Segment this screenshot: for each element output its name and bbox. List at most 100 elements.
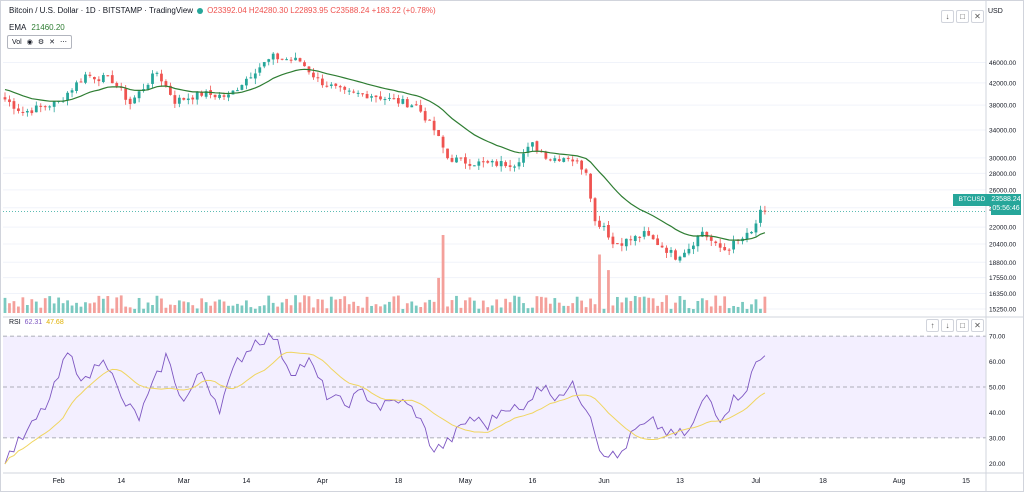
- candle-body: [526, 146, 530, 153]
- rsi-legend[interactable]: RSI 62.31 47.68: [9, 319, 64, 326]
- candle-body: [660, 245, 664, 248]
- candle-body: [276, 53, 280, 60]
- candle-body: [441, 136, 445, 148]
- candle-body: [396, 98, 400, 104]
- volume-bar: [155, 295, 159, 313]
- candle-body: [419, 105, 423, 112]
- price-tick-label: 26000.00: [989, 187, 1016, 194]
- volume-bar: [593, 304, 597, 313]
- volume-bar: [535, 296, 539, 313]
- candle-body: [231, 90, 235, 95]
- settings-icon[interactable]: ⚙: [37, 39, 45, 46]
- close-icon[interactable]: ✕: [971, 319, 984, 332]
- candle-body: [691, 245, 695, 250]
- fullscreen-icon[interactable]: □: [956, 10, 969, 23]
- symbol-title[interactable]: Bitcoin / U.S. Dollar · 1D · BITSTAMP · …: [9, 6, 194, 15]
- volume-bar: [705, 300, 709, 313]
- volume-bar: [48, 296, 52, 313]
- candle-body: [414, 104, 418, 106]
- volume-bar: [441, 235, 445, 313]
- volume-bar: [191, 305, 195, 313]
- volume-bar: [213, 301, 217, 313]
- volume-bar: [383, 304, 387, 313]
- volume-bar: [253, 308, 257, 313]
- price-tick-label: 46000.00: [989, 60, 1016, 67]
- candle-body: [647, 230, 651, 236]
- candle-body: [455, 157, 458, 163]
- candle-body: [133, 97, 137, 104]
- candle-body: [405, 99, 409, 108]
- candle-body: [513, 166, 516, 168]
- candle-body: [589, 173, 592, 199]
- volume-bar: [307, 296, 311, 313]
- candle-body: [213, 94, 217, 98]
- volume-bar: [79, 306, 83, 313]
- price-tick-label: 22000.00: [989, 225, 1016, 232]
- candle-body: [477, 161, 481, 166]
- ema-line: [4, 68, 766, 241]
- candle-body: [365, 93, 369, 99]
- volume-bar: [611, 305, 615, 313]
- volume-bar: [571, 303, 575, 313]
- candle-body: [343, 86, 347, 90]
- volume-bar: [691, 309, 695, 313]
- candle-body: [607, 225, 610, 238]
- rsi-tick-label: 20.00: [989, 461, 1006, 468]
- volume-bar: [727, 308, 731, 313]
- volume-bar: [347, 304, 351, 313]
- candle-body: [410, 105, 414, 108]
- candle-body: [320, 78, 324, 86]
- volume-bar: [732, 305, 735, 313]
- volume-bar: [437, 277, 440, 313]
- candle-body: [450, 158, 454, 162]
- arrow-up-icon[interactable]: ↑: [926, 319, 939, 332]
- volume-bar: [647, 297, 651, 313]
- candle-body: [12, 101, 16, 109]
- arrow-down-icon[interactable]: ↓: [941, 319, 954, 332]
- arrow-down-icon[interactable]: ↓: [941, 10, 954, 23]
- close-icon[interactable]: ✕: [971, 10, 984, 23]
- ema-legend[interactable]: EMA 21460.20: [9, 23, 65, 32]
- volume-bar: [169, 304, 172, 313]
- volume-bar: [481, 300, 485, 313]
- eye-icon[interactable]: ◉: [26, 39, 33, 46]
- time-tick-label: Mar: [178, 478, 191, 485]
- candle-body: [361, 93, 364, 95]
- volume-bar: [106, 296, 110, 313]
- volume-bar: [678, 296, 682, 313]
- candle-body: [620, 243, 624, 246]
- candle-body: [88, 74, 92, 76]
- candle-body: [34, 105, 38, 113]
- volume-bar: [182, 301, 186, 313]
- time-tick-label: 16: [529, 478, 537, 485]
- more-icon[interactable]: ⋯: [60, 39, 67, 46]
- candle-body: [43, 106, 47, 108]
- volume-bar: [607, 270, 610, 313]
- candle-body: [432, 120, 436, 131]
- rsi-tick-label: 50.00: [989, 385, 1006, 392]
- volume-bar: [696, 300, 700, 313]
- candle-body: [79, 81, 83, 83]
- candle-body: [48, 106, 52, 108]
- volume-bar: [633, 295, 637, 313]
- candle-body: [191, 97, 195, 100]
- time-tick-label: Jul: [751, 478, 760, 485]
- price-axis: 46000.00 42000.00 38000.00 34000.00 30000.00…: [985, 1, 1016, 491]
- candle-body: [325, 85, 329, 87]
- fullscreen-icon[interactable]: □: [956, 319, 969, 332]
- candle-body: [303, 62, 306, 67]
- volume-bar: [173, 305, 177, 313]
- vol-legend[interactable]: Vol ◉ ⚙ ✕ ⋯: [7, 35, 72, 49]
- volume-bar: [718, 305, 722, 313]
- candle-body: [437, 129, 440, 137]
- candle-body: [428, 119, 432, 121]
- candle-body: [674, 250, 677, 260]
- currency-label[interactable]: USD: [988, 8, 1003, 15]
- close-icon[interactable]: ✕: [49, 39, 55, 46]
- volume-bar: [204, 302, 208, 313]
- candle-body: [258, 67, 262, 73]
- candle-body: [423, 111, 427, 121]
- volume-bar: [21, 297, 25, 313]
- candle-body: [30, 110, 34, 114]
- rsi-ma-value: 47.68: [46, 319, 64, 326]
